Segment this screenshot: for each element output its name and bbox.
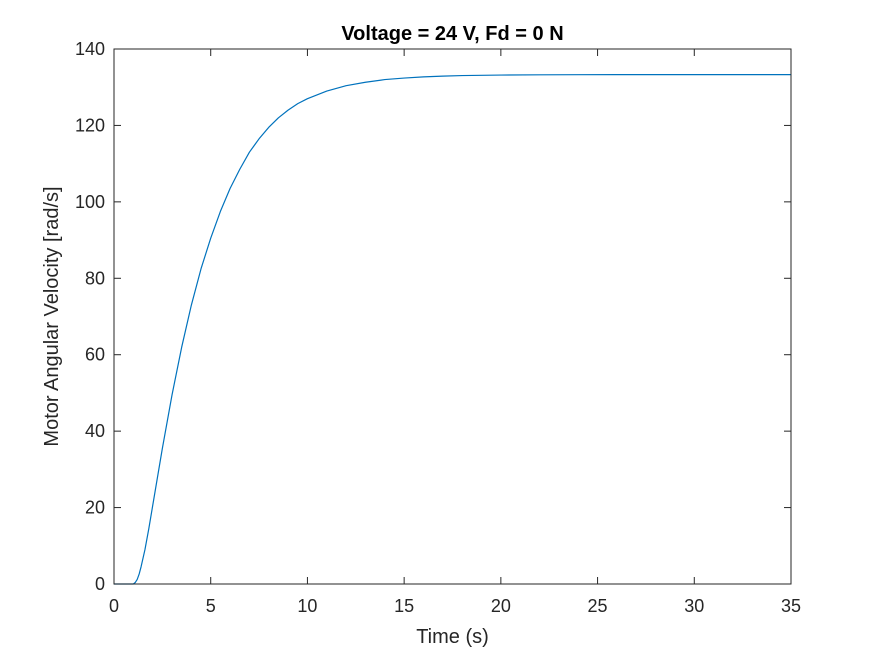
x-tick-label: 0	[109, 596, 119, 616]
series-layer	[114, 73, 791, 585]
y-tick-label: 40	[85, 421, 105, 441]
x-tick-label: 10	[297, 596, 317, 616]
y-tick-label: 20	[85, 498, 105, 518]
x-tick-label: 35	[781, 596, 801, 616]
x-tick-label: 25	[588, 596, 608, 616]
y-tick-label: 120	[75, 115, 105, 135]
y-tick-label: 60	[85, 345, 105, 365]
ticks-layer: 0 5 10 15 20 25 30 35 0 20 40 60 80 100 120 140	[75, 39, 801, 616]
x-tick-label: 5	[206, 596, 216, 616]
y-tick-label: 80	[85, 268, 105, 288]
chart-title: Voltage = 24 V, Fd = 0 N	[341, 23, 563, 45]
y-axis-label: Motor Angular Velocity [rad/s]	[41, 186, 63, 446]
axes-box	[113, 48, 792, 585]
x-tick-label: 15	[394, 596, 414, 616]
plot-area	[114, 49, 791, 584]
y-tick-label: 140	[75, 39, 105, 59]
x-tick-label: 30	[684, 596, 704, 616]
series-line-0	[114, 73, 791, 585]
y-tick-label: 0	[95, 574, 105, 594]
x-tick-label: 20	[491, 596, 511, 616]
y-tick-label: 100	[75, 192, 105, 212]
x-axis-label: Time (s)	[416, 626, 489, 648]
